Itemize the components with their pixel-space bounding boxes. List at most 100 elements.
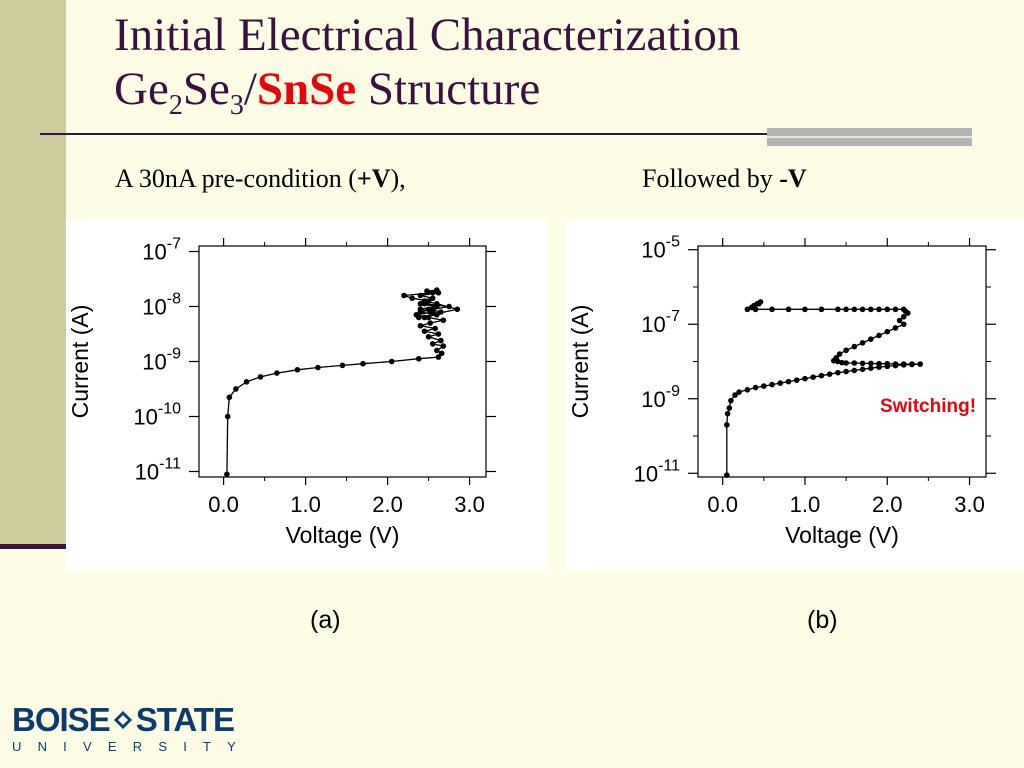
data-point [876,360,882,367]
caption-b: Followed by -V [642,164,807,194]
logo-wordmark: BOISE STATE [12,701,235,738]
data-point [900,361,907,367]
data-point [859,366,866,373]
data-point [315,364,321,371]
data-point [425,314,432,321]
data-point [909,361,915,367]
data-point [388,358,395,365]
data-point [429,295,436,302]
data-point [851,360,858,366]
data-point [421,298,428,304]
data-point [736,389,742,395]
data-point [417,322,424,329]
x-tick-label: 3.0 [954,492,985,517]
data-point [724,422,730,428]
data-point [785,378,792,385]
data-point [917,361,923,367]
x-axis-label: Voltage (V) [785,522,899,548]
y-tick-label: 10-8 [142,291,181,320]
y-axis-label: Current (A) [567,305,593,419]
x-tick-label: 0.0 [707,492,738,517]
x-tick-label: 1.0 [790,492,821,517]
data-point [900,306,907,313]
data-point [440,317,447,324]
data-point [900,321,907,328]
caption-b-bold: -V [779,164,807,193]
logo-right: STATE [135,701,235,738]
x-axis-label: Voltage (V) [286,522,400,548]
data-point [769,306,775,313]
data-point [744,387,751,393]
data-point [884,306,891,313]
label-b: (b) [807,606,838,634]
y-tick-label: 10-7 [142,236,181,265]
data-point [851,306,858,313]
data-point [826,371,833,377]
university-logo: BOISE STATE UNIVERSITY [12,701,253,755]
data-point [224,471,230,478]
data-point [425,306,432,313]
x-tick-label: 2.0 [372,492,403,517]
data-point [761,383,767,389]
data-point [417,309,424,315]
left-decor-line [0,544,66,549]
data-point [892,361,899,367]
data-point [274,370,280,376]
data-point [726,405,733,411]
data-point [424,288,430,294]
chart-panel-b: 0.0 1.0 2.0 3.0 10-5 10-7 10-9 10-11 Voltage (V)… [566,220,1024,570]
data-point [843,347,849,354]
data-point [836,351,843,357]
caption-a-bold: +V [356,164,391,193]
title-sub-2: 2 [168,90,183,121]
data-point [417,292,424,299]
data-point [835,369,841,376]
data-point [440,343,447,349]
data-point [415,314,422,321]
data-point [769,381,775,388]
data-point [427,320,434,326]
data-point [434,347,440,354]
data-point [724,410,731,417]
y-tick-label: 10-9 [142,346,181,375]
data-point [802,306,808,313]
data-point [802,375,808,382]
data-point [752,384,759,391]
data-point [843,306,849,313]
data-point [226,394,233,401]
data-point [833,354,840,361]
data-point [892,306,899,313]
data-point [843,360,849,366]
switching-annotation: Switching! [880,396,976,417]
x-tick-label: 0.0 [208,492,239,517]
slide-title: Initial Electrical Characterization Ge2S… [114,8,741,120]
title-rule-accent-bar [767,128,972,146]
logo-left: BOISE [12,701,111,738]
caption-b-text: Followed by [642,164,780,193]
data-point [876,306,882,313]
data-point [360,360,366,367]
data-point [257,374,264,380]
caption-a: A 30nA pre-condition (+V), [115,164,406,194]
data-point [728,397,734,404]
data-point [724,472,730,478]
logo-diamond-icon [113,711,132,729]
data-point [233,386,239,392]
data-point [884,328,891,335]
logo-subtitle: UNIVERSITY [12,739,253,754]
y-tick-label: 10-11 [135,456,182,485]
data-point [425,333,432,340]
x-tick-label: 2.0 [872,492,903,517]
data-point [429,341,436,347]
data-point [425,298,432,304]
data-point [859,360,866,367]
data-point [417,300,424,307]
data-point [892,325,899,331]
title-line-1: Initial Electrical Characterization [114,9,741,61]
data-point [434,311,440,318]
data-point [900,313,907,320]
chart-panel-a: 0.0 1.0 2.0 3.0 10-7 10-8 10-9 10-10 10-11 Voltag… [66,220,548,570]
title-ge: Ge [114,63,169,115]
data-point [224,413,231,420]
data-point [868,360,874,367]
